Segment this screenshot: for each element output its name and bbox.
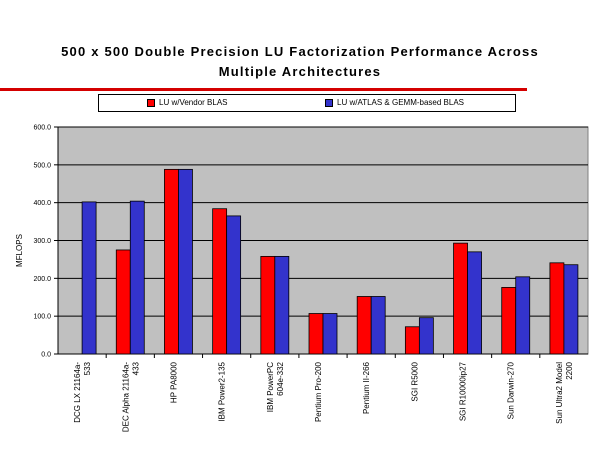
x-tick-label: DCG LX 21164a- (73, 362, 82, 423)
bar-vendor-blas (164, 168, 179, 355)
bar-vendor-blas (404, 326, 420, 355)
x-tick-label: 533 (83, 361, 92, 375)
x-tick-label: 2200 (565, 361, 574, 379)
y-tick-label: 500.0 (33, 162, 51, 169)
bar-vendor-blas (453, 242, 468, 355)
bar-vendor-blas (212, 208, 228, 355)
title-divider (0, 88, 527, 91)
x-tick-label: SGI R10000ip27 (459, 361, 468, 421)
x-tick-label: 604e-332 (276, 361, 285, 395)
legend-item-vendor: LU w/Vendor BLAS (147, 98, 227, 107)
x-tick-label: 433 (131, 361, 140, 375)
bar-vendor-blas (308, 313, 324, 355)
x-tick-label: HP PA8000 (169, 361, 178, 403)
bar-vendor-blas (115, 249, 131, 355)
chart-legend: LU w/Vendor BLAS LU w/ATLAS & GEMM-based… (98, 94, 516, 112)
y-tick-label: 100.0 (33, 314, 51, 321)
chart-title-line-2: Multiple Architectures (218, 64, 382, 79)
bar-vendor-blas (260, 255, 276, 355)
x-tick-label: SGI R5000 (410, 361, 419, 401)
bar-atlas-blas (81, 201, 97, 355)
legend-swatch-vendor (147, 98, 155, 107)
y-axis-title: MFLOPS (15, 234, 24, 267)
bar-atlas-blas (515, 276, 531, 355)
bar-atlas-blas (178, 168, 193, 355)
bar-atlas-blas (226, 215, 242, 355)
x-tick-label: Pentium II-266 (362, 361, 371, 414)
y-tick-label: 200.0 (33, 276, 51, 283)
bar-atlas-blas (322, 313, 338, 355)
chart-title-line-1: 500 x 500 Double Precision LU Factorizat… (61, 44, 539, 59)
x-tick-label: Sun Darwin-270 (507, 361, 516, 419)
legend-item-atlas: LU w/ATLAS & GEMM-based BLAS (325, 98, 464, 107)
bar-atlas-blas (129, 200, 145, 355)
bar-vendor-blas (356, 296, 372, 355)
bar-vendor-blas (501, 287, 517, 355)
y-tick-label: 600.0 (33, 125, 51, 132)
bar-atlas-blas (563, 264, 579, 355)
x-tick-label: IBM Power2-135 (218, 361, 227, 421)
bar-atlas-blas (274, 255, 290, 355)
bar-atlas-blas (418, 317, 434, 355)
legend-swatch-atlas (325, 98, 333, 107)
bar-atlas-blas (370, 296, 386, 355)
y-tick-label: 300.0 (33, 238, 51, 245)
legend-label-vendor: LU w/Vendor BLAS (159, 98, 228, 107)
x-tick-label: Pentium Pro-200 (314, 361, 323, 422)
y-tick-label: 0.0 (41, 352, 51, 359)
x-tick-label: IBM PowerPC (266, 362, 275, 412)
x-tick-label: DEC Alpha 21164a- (121, 362, 130, 432)
legend-label-atlas: LU w/ATLAS & GEMM-based BLAS (337, 98, 465, 107)
y-tick-label: 400.0 (33, 200, 51, 207)
x-tick-label: Sun Ultra2 Model (555, 362, 564, 424)
bar-atlas-blas (467, 251, 482, 355)
bar-vendor-blas (549, 262, 565, 355)
